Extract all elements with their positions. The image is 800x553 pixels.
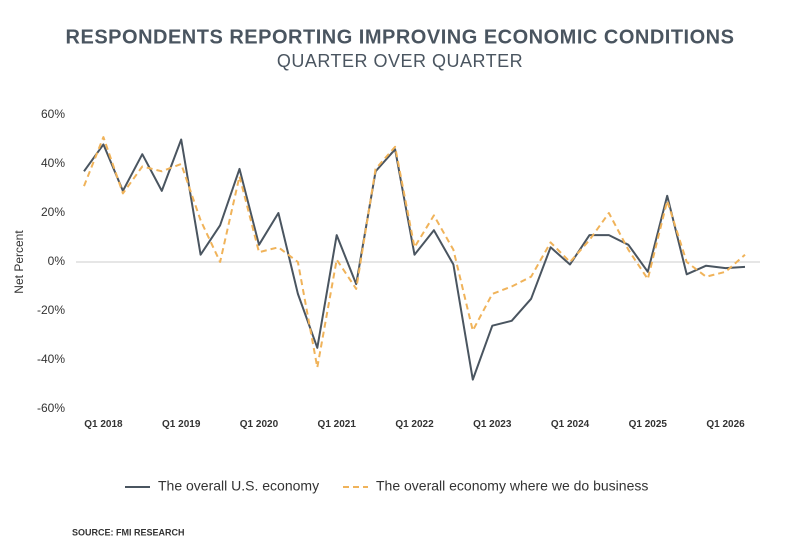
y-tick-label: -40% xyxy=(37,352,65,366)
source: SOURCE: FMI RESEARCH xyxy=(72,527,185,537)
x-tick-label: Q1 2018 xyxy=(84,419,123,430)
y-tick-label: 40% xyxy=(41,156,65,170)
y-tick-label: 20% xyxy=(41,205,65,219)
chart-title: RESPONDENTS REPORTING IMPROVING ECONOMIC… xyxy=(66,26,735,48)
x-tick-label: Q1 2025 xyxy=(628,419,667,430)
x-tick-label: Q1 2020 xyxy=(239,419,279,430)
x-tick-label: Q1 2019 xyxy=(162,419,201,430)
legend-label: The overall U.S. economy xyxy=(158,478,319,494)
x-tick-label: Q1 2024 xyxy=(550,419,590,430)
x-tick-label: Q1 2021 xyxy=(317,419,356,430)
y-axis-label: Net Percent xyxy=(12,230,26,294)
y-tick-label: 60% xyxy=(41,107,65,121)
x-tick-label: Q1 2022 xyxy=(395,419,434,430)
legend-label: The overall economy where we do business xyxy=(376,478,648,494)
chart-subtitle: QUARTER OVER QUARTER xyxy=(277,51,523,71)
series-line xyxy=(83,136,746,369)
x-tick-label: Q1 2023 xyxy=(473,419,512,430)
y-tick-label: -60% xyxy=(37,401,65,415)
y-tick-label: 0% xyxy=(48,254,66,268)
x-tick-label: Q1 2026 xyxy=(706,419,745,430)
y-tick-label: -20% xyxy=(37,303,65,317)
series-line xyxy=(83,138,746,381)
